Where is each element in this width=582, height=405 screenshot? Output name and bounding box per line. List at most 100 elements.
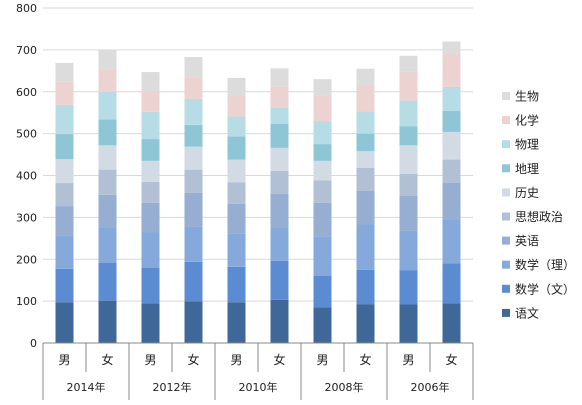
bar-segment <box>98 145 117 170</box>
legend-label: 数学（文） <box>515 281 575 296</box>
bar-segment <box>227 116 246 137</box>
x-group-label: 2014年 <box>67 380 106 394</box>
legend-swatch <box>502 308 510 317</box>
bar-segment <box>141 160 160 182</box>
bar-segment <box>227 159 246 183</box>
legend-swatch <box>502 236 510 245</box>
bar-segment <box>356 190 375 225</box>
y-tick-label: 600 <box>16 86 37 99</box>
bar-segment <box>141 111 160 140</box>
bar-segment <box>55 62 74 82</box>
bar-segment <box>55 268 74 303</box>
bar-segment <box>98 194 117 228</box>
bar-segment <box>313 202 332 237</box>
legend-swatch <box>502 212 510 221</box>
bar-segment <box>227 203 246 234</box>
y-tick-label: 200 <box>16 253 37 266</box>
bar-segment <box>313 121 332 145</box>
bar-segment <box>55 183 74 207</box>
bar-segment <box>270 299 289 343</box>
bar-segment <box>399 230 418 271</box>
y-tick-label: 700 <box>16 44 37 57</box>
bar-segment <box>442 86 461 112</box>
x-group-label: 2012年 <box>153 380 192 394</box>
bar-segment <box>184 77 203 99</box>
x-tick-label: 男 <box>316 353 328 367</box>
bar-segment <box>399 55 418 72</box>
bar-segment <box>270 86 289 108</box>
bar-segment <box>184 146 203 170</box>
bar-segment <box>184 261 203 302</box>
x-tick-label: 男 <box>58 353 70 367</box>
legend-label: 生物 <box>515 90 539 104</box>
bar-segment <box>356 85 375 112</box>
bar-segment <box>184 124 203 147</box>
bar-segment <box>98 169 117 195</box>
legend-swatch <box>502 284 510 293</box>
bar-segment <box>141 72 160 92</box>
bar-segment <box>356 68 375 86</box>
legend-swatch <box>502 116 510 125</box>
x-tick-label: 女 <box>101 352 113 367</box>
bar-segment <box>55 159 74 184</box>
bar-segment <box>270 107 289 124</box>
bar-segment <box>356 167 375 191</box>
bar-segment <box>227 266 246 303</box>
bar-segment <box>442 159 461 183</box>
x-group-label: 2006年 <box>411 380 450 394</box>
y-tick-label: 300 <box>16 211 37 224</box>
axes: 0 100 200 300 400 500 600 700 800 男 女 男 女 男 女 男 女 男 女 2014年… <box>16 2 474 400</box>
bar-segment <box>313 236 332 276</box>
bar-segment <box>141 267 160 304</box>
bar-segment <box>227 302 246 343</box>
bar-segment <box>356 111 375 134</box>
bar-segment <box>399 195 418 231</box>
x-tick-label: 男 <box>402 353 414 367</box>
bar-segment <box>356 269 375 305</box>
legend-label: 物理 <box>515 138 539 152</box>
bar-segment <box>399 173 418 196</box>
bar-segment <box>313 276 332 308</box>
bar-segment <box>184 226 203 262</box>
bar-segment <box>270 193 289 228</box>
bar-segment <box>55 134 74 160</box>
bar-segment <box>98 119 117 146</box>
legend-swatch <box>502 260 510 269</box>
bar-segment <box>399 126 418 146</box>
bars <box>55 41 461 343</box>
bar-segment <box>356 224 375 270</box>
bar-segment <box>399 304 418 343</box>
bar-segment <box>270 147 289 171</box>
y-tick-label: 400 <box>16 170 37 183</box>
legend-swatch <box>502 164 510 173</box>
x-tick-label: 男 <box>230 353 242 367</box>
bar-segment <box>313 307 332 343</box>
legend-label: 英语 <box>515 234 539 248</box>
bar-segment <box>442 41 461 55</box>
bar-segment <box>55 206 74 236</box>
x-tick-label: 女 <box>273 352 285 367</box>
bar-segment <box>184 56 203 78</box>
bar-segment <box>442 219 461 264</box>
bar-segment <box>55 81 74 105</box>
bar-segment <box>227 95 246 117</box>
legend-swatch <box>502 92 510 100</box>
legend-label: 思想政治 <box>515 209 563 224</box>
x-group-label: 2010年 <box>239 380 278 394</box>
bar-segment <box>399 270 418 305</box>
bar-segment <box>98 263 117 301</box>
y-tick-label: 800 <box>16 2 37 15</box>
bar-segment <box>227 233 246 267</box>
bar-segment <box>442 263 461 304</box>
legend-label: 化学 <box>515 113 539 128</box>
bar-segment <box>184 169 203 193</box>
bar-segment <box>141 232 160 268</box>
bar-segment <box>227 182 246 204</box>
bar-segment <box>98 300 117 343</box>
y-tick-label: 100 <box>16 295 37 308</box>
bar-segment <box>356 304 375 343</box>
x-tick-label: 女 <box>359 352 371 367</box>
legend-label: 语文 <box>515 305 539 320</box>
bar-segment <box>55 104 74 135</box>
